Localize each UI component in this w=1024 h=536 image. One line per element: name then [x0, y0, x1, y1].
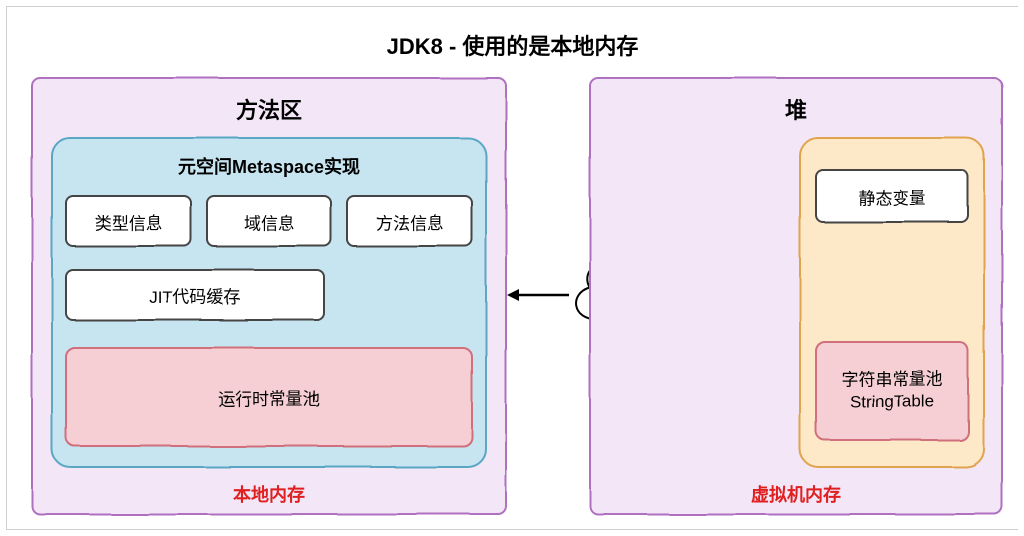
- method-info-box: 方法信息: [346, 195, 473, 247]
- static-var-label: 静态变量: [858, 184, 926, 209]
- metaspace-container: 元空间Metaspace实现 类型信息 域信息 方法信息 JIT代码缓存 运行时…: [49, 135, 489, 470]
- field-info-box: 域信息: [206, 195, 333, 247]
- string-table-box: 字符串常量池 StringTable: [815, 341, 969, 441]
- metaspace-row1: 类型信息 域信息 方法信息: [65, 195, 473, 247]
- string-table-line1: 字符串常量池: [841, 369, 943, 391]
- method-area-title: 方法区: [29, 93, 509, 125]
- heap-footer: 虚拟机内存: [587, 481, 1005, 507]
- method-area-container: 方法区 本地内存 元空间Metaspace实现 类型信息 域信息 方法信息 JI…: [29, 75, 509, 517]
- type-info-label: 类型信息: [94, 209, 162, 234]
- type-info-box: 类型信息: [65, 195, 192, 247]
- runtime-const-pool-label: 运行时常量池: [218, 385, 320, 410]
- heap-inner-container: 静态变量 字符串常量池 StringTable: [797, 135, 987, 470]
- heap-container: 堆 虚拟机内存 静态变量 字符串常量池 StringTable: [587, 75, 1005, 517]
- method-area-footer: 本地内存: [29, 481, 509, 507]
- method-info-label: 方法信息: [376, 209, 444, 234]
- diagram-canvas: JDK8 - 使用的是本地内存 方法区 本地内存 元空间Metaspace实现 …: [6, 6, 1018, 530]
- string-table-line2: StringTable: [849, 391, 934, 413]
- static-var-box: 静态变量: [815, 169, 969, 223]
- heap-title: 堆: [587, 93, 1005, 125]
- field-info-label: 域信息: [244, 209, 295, 234]
- metaspace-title: 元空间Metaspace实现: [49, 153, 489, 179]
- page-title: JDK8 - 使用的是本地内存: [7, 29, 1018, 61]
- runtime-const-pool-box: 运行时常量池: [65, 347, 473, 447]
- jit-cache-box: JIT代码缓存: [65, 269, 325, 321]
- jit-cache-label: JIT代码缓存: [149, 283, 241, 308]
